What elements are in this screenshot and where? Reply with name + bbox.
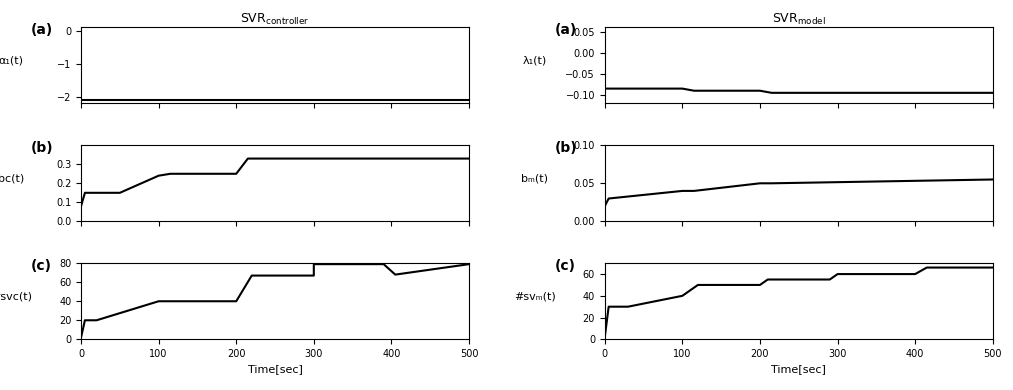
Text: (a): (a) [30,23,53,37]
X-axis label: Time[sec]: Time[sec] [247,365,303,374]
Text: (c): (c) [30,259,52,273]
Y-axis label: bₘ(t): bₘ(t) [522,173,548,183]
Y-axis label: #svᴄ(t): #svᴄ(t) [0,291,31,301]
Title: SVR$_{\mathrm{controller}}$: SVR$_{\mathrm{controller}}$ [240,12,310,27]
Y-axis label: bᴄ(t): bᴄ(t) [0,173,24,183]
Y-axis label: α₁(t): α₁(t) [0,55,23,66]
Title: SVR$_{\mathrm{model}}$: SVR$_{\mathrm{model}}$ [772,12,826,27]
Y-axis label: λ₁(t): λ₁(t) [523,55,547,66]
Text: (b): (b) [30,142,54,156]
Y-axis label: #svₘ(t): #svₘ(t) [514,291,556,301]
Text: (c): (c) [554,259,575,273]
X-axis label: Time[sec]: Time[sec] [771,365,827,374]
Text: (a): (a) [554,23,576,37]
Text: (b): (b) [554,142,577,156]
